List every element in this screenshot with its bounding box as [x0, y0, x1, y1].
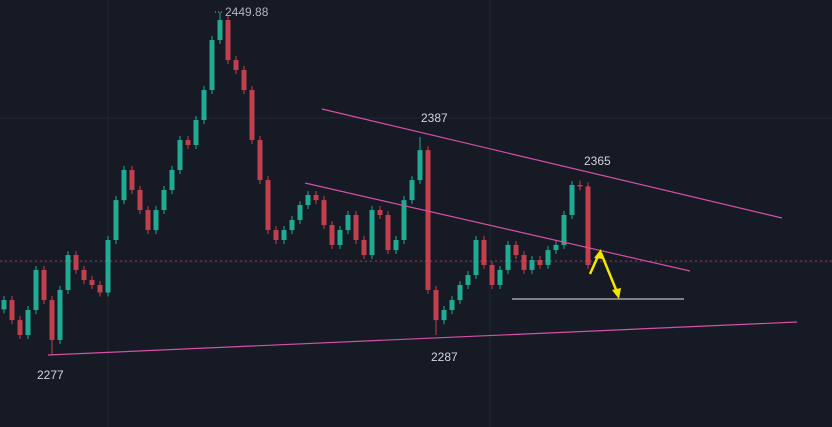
trend-line [47, 321, 798, 356]
candle-body [529, 260, 535, 270]
candle-body [33, 269, 39, 310]
candle-body [489, 264, 495, 285]
candle-body [25, 309, 31, 335]
candle-body [97, 284, 103, 293]
candle-body [417, 150, 423, 181]
drawings [47, 11, 798, 356]
candle-body [273, 230, 279, 240]
candle-body [369, 210, 375, 256]
candle-body [505, 244, 511, 270]
candle-body [129, 169, 135, 190]
annotation: 2277 [37, 368, 64, 382]
candle-body [105, 239, 111, 293]
candle-body [305, 194, 311, 206]
candle-body [465, 275, 471, 285]
annotation: 2365 [584, 154, 611, 168]
candle-body [561, 214, 567, 245]
candle-body [345, 214, 351, 231]
candle-body [209, 40, 215, 91]
candle-body [361, 239, 367, 256]
candles [1, 12, 591, 356]
candle-body [169, 169, 175, 190]
candle-body [265, 180, 271, 231]
candle-body [153, 210, 159, 231]
candle-body [337, 230, 343, 245]
candle-body [57, 289, 63, 340]
candle-body [297, 205, 303, 220]
candle-body [401, 200, 407, 240]
candle-body [193, 119, 199, 145]
candle-body [145, 210, 151, 231]
candle-body [249, 90, 255, 141]
candle-body [521, 255, 527, 270]
candle-body [9, 300, 15, 321]
candle-body [457, 284, 463, 301]
candle-body [553, 244, 559, 251]
candle-body [537, 260, 543, 265]
candle-body [41, 269, 47, 301]
candle-body [385, 214, 391, 251]
candle-body [121, 169, 127, 201]
candle-body [1, 300, 7, 310]
candle-body [217, 20, 223, 41]
candle-body [585, 186, 591, 265]
candle-body [393, 239, 399, 251]
candle-body [545, 250, 551, 265]
candle-body [89, 280, 95, 285]
candle-body [201, 90, 207, 120]
candle-body [289, 219, 295, 231]
candle-body [241, 70, 247, 91]
candle-body [137, 189, 143, 211]
candle-body [481, 239, 487, 265]
candle-body [449, 300, 455, 310]
candle-body [577, 185, 583, 187]
candle-body [225, 20, 231, 61]
candle-body [313, 194, 319, 201]
candle-body [497, 269, 503, 285]
candle-body [425, 150, 431, 290]
arrow-head [594, 249, 603, 259]
candle-body [17, 320, 23, 335]
candle-body [329, 225, 335, 245]
candle-body [73, 255, 79, 270]
candle-body [321, 200, 327, 226]
annotation: 2449.88 [225, 5, 269, 19]
candle-body [569, 185, 575, 215]
candle-body [281, 230, 287, 240]
candle-body [233, 60, 239, 71]
arrow [599, 252, 619, 293]
candle-body [185, 140, 191, 145]
candle-body [433, 289, 439, 321]
candle-body [513, 244, 519, 256]
candle-body [353, 214, 359, 240]
arrow-head [612, 288, 621, 299]
annotation: 2287 [431, 350, 458, 364]
candle-body [177, 140, 183, 170]
candle-body [65, 255, 71, 290]
candle-body [49, 300, 55, 340]
candle-body [81, 269, 87, 281]
trend-line [304, 182, 691, 272]
candle-body [409, 180, 415, 201]
candle-body [161, 189, 167, 211]
candle-body [441, 309, 447, 321]
candle-body [473, 239, 479, 276]
trend-line [321, 108, 783, 219]
candle-body [257, 140, 263, 181]
annotation: 2387 [421, 111, 448, 125]
candle-body [377, 210, 383, 215]
candle-body [113, 200, 119, 240]
